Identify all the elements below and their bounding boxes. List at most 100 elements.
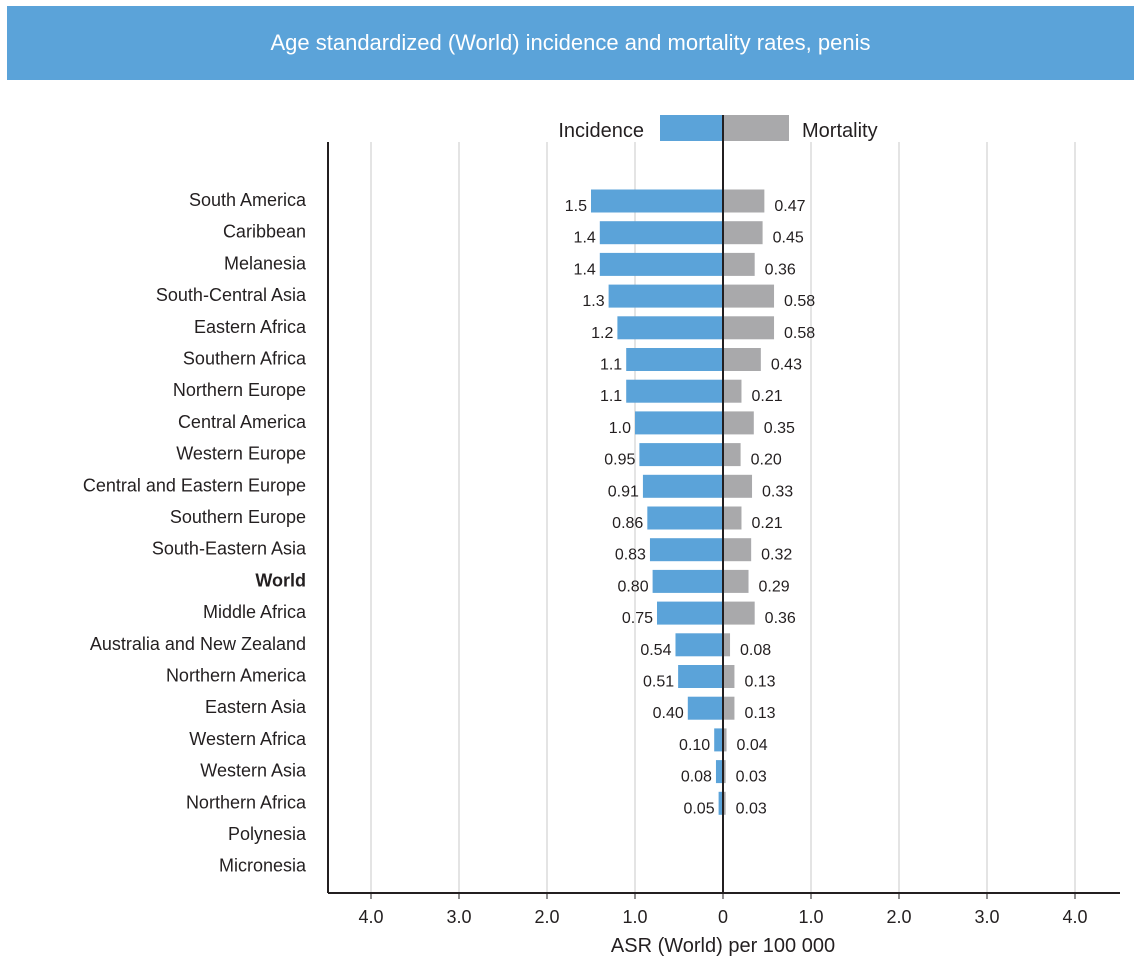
mortality-value-label: 0.08 [740, 642, 771, 659]
mortality-value-label: 0.35 [764, 420, 795, 437]
category-label: Middle Africa [203, 602, 307, 622]
category-label: Polynesia [228, 824, 307, 844]
mortality-value-label: 0.47 [774, 198, 805, 215]
mortality-bar [723, 601, 755, 625]
legend-incidence-label: Incidence [558, 120, 644, 142]
mortality-bar [723, 538, 752, 562]
mortality-value-label: 0.43 [771, 357, 802, 374]
mortality-bar [723, 665, 735, 688]
incidence-bar [714, 728, 723, 752]
incidence-bar [626, 348, 723, 371]
incidence-bar [652, 569, 723, 593]
incidence-value-label: 1.4 [574, 261, 596, 278]
x-tick-label: 3.0 [974, 907, 999, 927]
mortality-value-label: 0.33 [762, 483, 793, 500]
incidence-value-label: 0.75 [622, 610, 653, 627]
mortality-value-label: 0.03 [736, 769, 767, 786]
incidence-bar [687, 696, 723, 720]
category-label: Central and Eastern Europe [83, 475, 306, 495]
mortality-bar [723, 221, 763, 245]
mortality-value-label: 0.58 [784, 325, 815, 342]
category-label: Australia and New Zealand [90, 634, 306, 654]
incidence-value-label: 0.10 [679, 737, 710, 754]
mortality-value-label: 0.21 [751, 515, 782, 532]
incidence-bar [635, 411, 723, 435]
category-label: Micronesia [219, 856, 307, 876]
mortality-value-label: 0.04 [737, 737, 768, 754]
x-axis-label: ASR (World) per 100 000 [611, 935, 835, 957]
category-label: World [255, 570, 306, 590]
legend-mortality-label: Mortality [802, 120, 878, 142]
mortality-bar [723, 728, 727, 752]
mortality-bar [723, 379, 742, 403]
mortality-value-label: 0.45 [773, 230, 804, 247]
mortality-value-label: 0.21 [751, 388, 782, 405]
mortality-bar [723, 791, 726, 815]
incidence-bar [599, 221, 723, 245]
incidence-value-label: 0.83 [615, 547, 646, 564]
mortality-value-label: 0.03 [736, 800, 767, 817]
mortality-value-label: 0.20 [751, 452, 782, 469]
x-tick-label: 1.0 [798, 907, 823, 927]
x-tick-label: 2.0 [534, 907, 559, 927]
mortality-bar [723, 443, 741, 467]
incidence-value-label: 1.5 [565, 198, 587, 215]
incidence-value-label: 0.08 [681, 769, 712, 786]
mortality-bar [723, 696, 735, 720]
mortality-bar [723, 569, 749, 593]
category-label: Caribbean [223, 222, 306, 242]
incidence-bar [608, 284, 723, 308]
mortality-value-label: 0.36 [765, 261, 796, 278]
mortality-value-label: 0.13 [744, 705, 775, 722]
incidence-value-label: 0.80 [617, 578, 648, 595]
category-label: Northern Africa [186, 792, 307, 812]
incidence-bar [649, 538, 723, 562]
incidence-bar [675, 633, 723, 657]
mortality-value-label: 0.36 [765, 610, 796, 627]
legend-mortality-swatch [723, 115, 789, 141]
mortality-value-label: 0.58 [784, 293, 815, 310]
category-label: Western Asia [200, 761, 307, 781]
legend-incidence-swatch [660, 115, 723, 141]
mortality-bar [723, 284, 775, 308]
x-tick-label: 3.0 [446, 907, 471, 927]
category-label: Southern Africa [183, 349, 307, 369]
incidence-value-label: 1.1 [600, 388, 622, 405]
incidence-bar [647, 506, 723, 530]
mortality-value-label: 0.13 [744, 674, 775, 691]
mortality-bar [723, 252, 755, 276]
mortality-bar [723, 348, 761, 371]
category-label: Northern Europe [173, 380, 306, 400]
mortality-value-label: 0.32 [761, 547, 792, 564]
x-tick-label: 2.0 [886, 907, 911, 927]
x-tick-label: 1.0 [622, 907, 647, 927]
mortality-bar [723, 474, 753, 498]
mortality-value-label: 0.29 [759, 578, 790, 595]
category-label: Melanesia [224, 253, 307, 273]
incidence-bar [715, 760, 723, 784]
chart-title-bar: Age standardized (World) incidence and m… [7, 6, 1134, 80]
incidence-value-label: 1.4 [574, 230, 596, 247]
chart-title: Age standardized (World) incidence and m… [270, 30, 871, 55]
incidence-value-label: 1.1 [600, 357, 622, 374]
category-label: South-Eastern Asia [152, 539, 307, 559]
incidence-value-label: 0.91 [608, 483, 639, 500]
incidence-bar [591, 189, 723, 213]
incidence-bar [657, 601, 723, 625]
x-tick-label: 4.0 [1062, 907, 1087, 927]
incidence-value-label: 1.2 [591, 325, 613, 342]
category-label: Southern Europe [170, 507, 306, 527]
x-tick-label: 0 [718, 907, 728, 927]
incidence-value-label: 1.3 [582, 293, 604, 310]
incidence-value-label: 0.86 [612, 515, 643, 532]
incidence-value-label: 0.54 [640, 642, 671, 659]
category-label: Western Europe [176, 444, 306, 464]
category-label: South America [189, 190, 307, 210]
incidence-value-label: 0.05 [683, 800, 714, 817]
mortality-bar [723, 760, 726, 784]
category-label: Eastern Africa [194, 317, 307, 337]
incidence-bar [678, 665, 723, 688]
incidence-value-label: 0.95 [604, 452, 635, 469]
incidence-value-label: 1.0 [609, 420, 631, 437]
